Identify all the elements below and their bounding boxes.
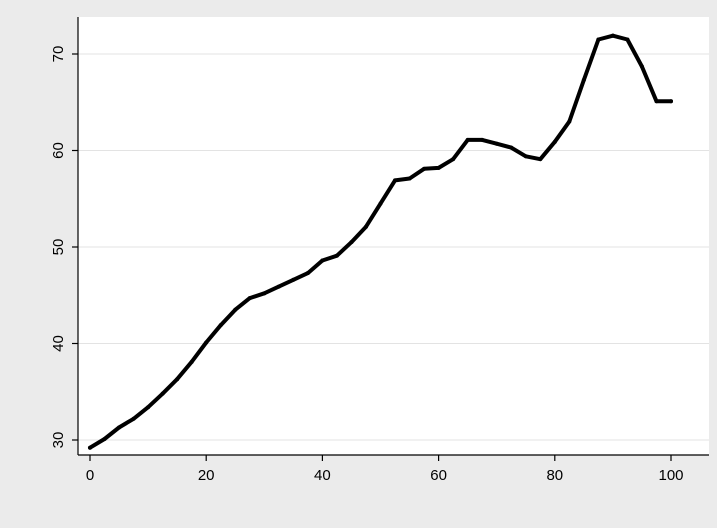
data-point <box>669 99 673 104</box>
y-tick-label: 60 <box>50 142 67 159</box>
data-point <box>654 99 659 104</box>
data-point <box>305 271 310 276</box>
data-point <box>102 437 107 442</box>
data-point <box>88 445 92 450</box>
data-point <box>625 37 630 42</box>
data-point <box>262 291 267 296</box>
data-point <box>349 240 354 245</box>
data-point <box>509 145 514 150</box>
data-point <box>581 78 586 83</box>
data-point <box>146 405 151 410</box>
data-point <box>233 307 238 312</box>
series-layer <box>88 33 673 450</box>
y-tick-label: 70 <box>50 46 67 63</box>
data-point <box>189 359 194 364</box>
data-point <box>378 201 383 206</box>
y-tick-label: 40 <box>50 335 67 352</box>
x-tick-label: 20 <box>198 467 215 484</box>
data-point <box>610 33 615 38</box>
x-tick-label: 80 <box>546 467 563 484</box>
x-tick-label: 60 <box>430 467 447 484</box>
data-point <box>422 166 427 171</box>
data-point <box>596 37 601 42</box>
ticks: 30 40 50 60 70 0 20 40 60 80 100 <box>50 46 684 484</box>
x-tick-label: 0 <box>86 467 94 484</box>
data-point <box>334 253 339 258</box>
data-point <box>218 323 223 328</box>
data-point <box>363 224 368 229</box>
data-point <box>175 377 180 382</box>
data-point <box>393 178 398 183</box>
y-tick-label: 50 <box>50 239 67 256</box>
grid-layer <box>78 53 709 441</box>
data-point <box>451 157 456 162</box>
data-point <box>465 137 470 142</box>
data-point <box>276 284 281 289</box>
data-point <box>567 119 572 124</box>
x-tick-label: 100 <box>658 467 683 484</box>
data-point <box>160 391 165 396</box>
data-point <box>117 425 122 430</box>
data-point <box>247 296 252 301</box>
data-point <box>204 340 209 345</box>
data-point <box>407 176 412 181</box>
data-point <box>320 258 325 263</box>
x-tick-label: 40 <box>314 467 331 484</box>
data-point <box>436 165 441 170</box>
data-point <box>538 157 543 162</box>
data-point <box>523 154 528 159</box>
data-point <box>131 416 136 421</box>
plot-area <box>78 17 709 455</box>
axes <box>77 17 709 456</box>
data-point <box>494 141 499 146</box>
data-point <box>552 139 557 144</box>
data-point <box>639 64 644 69</box>
data-point <box>480 137 485 142</box>
y-tick-label: 30 <box>50 432 67 449</box>
data-point <box>291 277 296 282</box>
